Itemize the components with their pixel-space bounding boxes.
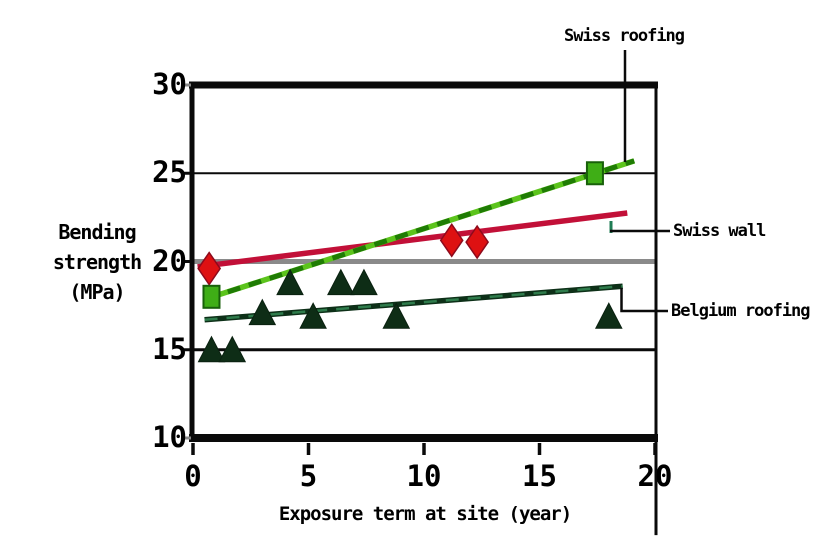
trend-line-swiss-wall <box>197 210 628 270</box>
marker-diamond-swiss-wall <box>439 222 464 258</box>
y-tick-label-20: 20 <box>152 243 187 278</box>
marker-triangle-belgium-roofing <box>382 302 411 329</box>
y-tick-label-10: 10 <box>152 420 187 454</box>
y-tick-label-15: 15 <box>152 331 187 366</box>
marker-diamond-swiss-wall <box>465 224 490 260</box>
annotation-label-swiss-roofing: Swiss roofing <box>563 26 685 46</box>
trend-line-accent-belgium-roofing <box>204 284 623 321</box>
x-tick-label-0: 0 <box>184 459 202 493</box>
marker-triangle-belgium-roofing <box>299 302 327 329</box>
marker-triangle-belgium-roofing <box>350 268 378 296</box>
y-axis-title-line3: (MPa) <box>69 280 125 304</box>
x-tick-label-15: 15 <box>522 459 557 493</box>
x-tick-label-20: 20 <box>637 459 673 493</box>
y-axis-title-line1: Bending <box>58 220 136 244</box>
annotation-label-swiss-wall: Swiss wall <box>673 221 766 241</box>
y-tick-label-30: 30 <box>152 67 187 101</box>
marker-triangle-belgium-roofing <box>248 298 277 326</box>
y-axis-title-line2: strength <box>52 250 142 274</box>
trend-line-accent-swiss-roofing <box>206 158 635 301</box>
callout-line-belgium-roofing <box>620 288 668 313</box>
annotation-label-belgium-roofing: Belgium roofing <box>671 301 811 321</box>
x-tick-label-5: 5 <box>299 459 318 493</box>
y-tick-label-25: 25 <box>152 155 187 190</box>
marker-triangle-belgium-roofing <box>197 335 226 363</box>
marker-triangle-belgium-roofing <box>327 268 355 296</box>
marker-square-swiss-roofing <box>202 284 221 309</box>
x-tick-label-10: 10 <box>406 459 442 493</box>
y-axis-title: Bending strength (MPa) <box>33 217 161 307</box>
marker-diamond-swiss-wall <box>197 251 222 286</box>
x-axis-title: Exposure term at site (year) <box>278 503 572 525</box>
marker-triangle-belgium-roofing <box>594 302 623 329</box>
marker-square-swiss-roofing <box>585 161 604 186</box>
marker-triangle-belgium-roofing <box>276 268 304 296</box>
marker-triangle-belgium-roofing <box>218 335 247 363</box>
